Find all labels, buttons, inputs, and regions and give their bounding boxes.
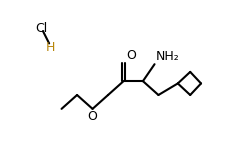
Text: H: H: [46, 41, 55, 54]
Text: O: O: [87, 110, 97, 123]
Text: NH₂: NH₂: [155, 50, 179, 63]
Text: Cl: Cl: [35, 21, 47, 34]
Text: O: O: [125, 49, 135, 62]
